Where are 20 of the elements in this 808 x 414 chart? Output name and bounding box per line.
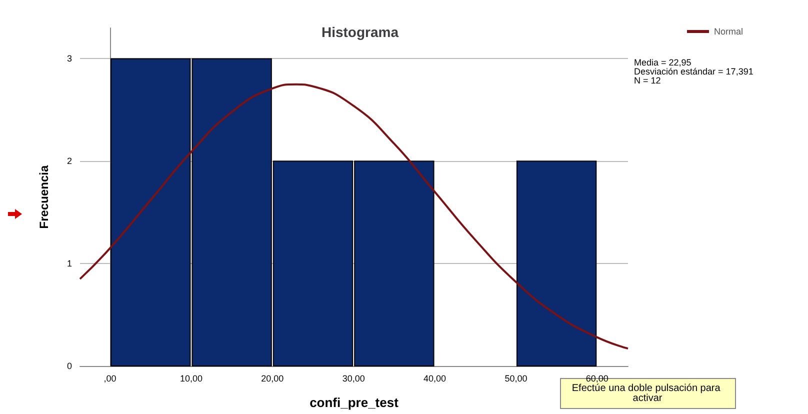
y-tick-label: 0 (66, 361, 72, 371)
legend-label: Normal (714, 26, 744, 36)
text: Efectúe una doble pulsación para activar (572, 383, 724, 404)
text: Media = 22,95 (634, 58, 692, 68)
y-axis-title: Frecuencia (37, 165, 51, 229)
text: Desviación estándar = 17,391 (634, 66, 754, 76)
x-tick-label: 20,00 (261, 374, 284, 384)
x-tick-label: 40,00 (424, 374, 446, 384)
y-tick-label: 3 (66, 54, 72, 64)
x-tick-label: ,00 (104, 374, 116, 384)
x-tick-label: 50,00 (504, 374, 528, 384)
x-tick-label: 10,00 (180, 374, 202, 384)
x-tick-label: 60,00 (586, 374, 608, 384)
x-axis-title: confi_pre_test (310, 395, 400, 410)
y-tick-label: 1 (66, 258, 72, 269)
text: N = 12 (634, 76, 661, 86)
x-tick-label: 30,00 (342, 374, 365, 384)
y-tick-label: 2 (66, 156, 72, 166)
line-series (79, 83, 629, 350)
chart-title: Histograma (321, 24, 399, 40)
